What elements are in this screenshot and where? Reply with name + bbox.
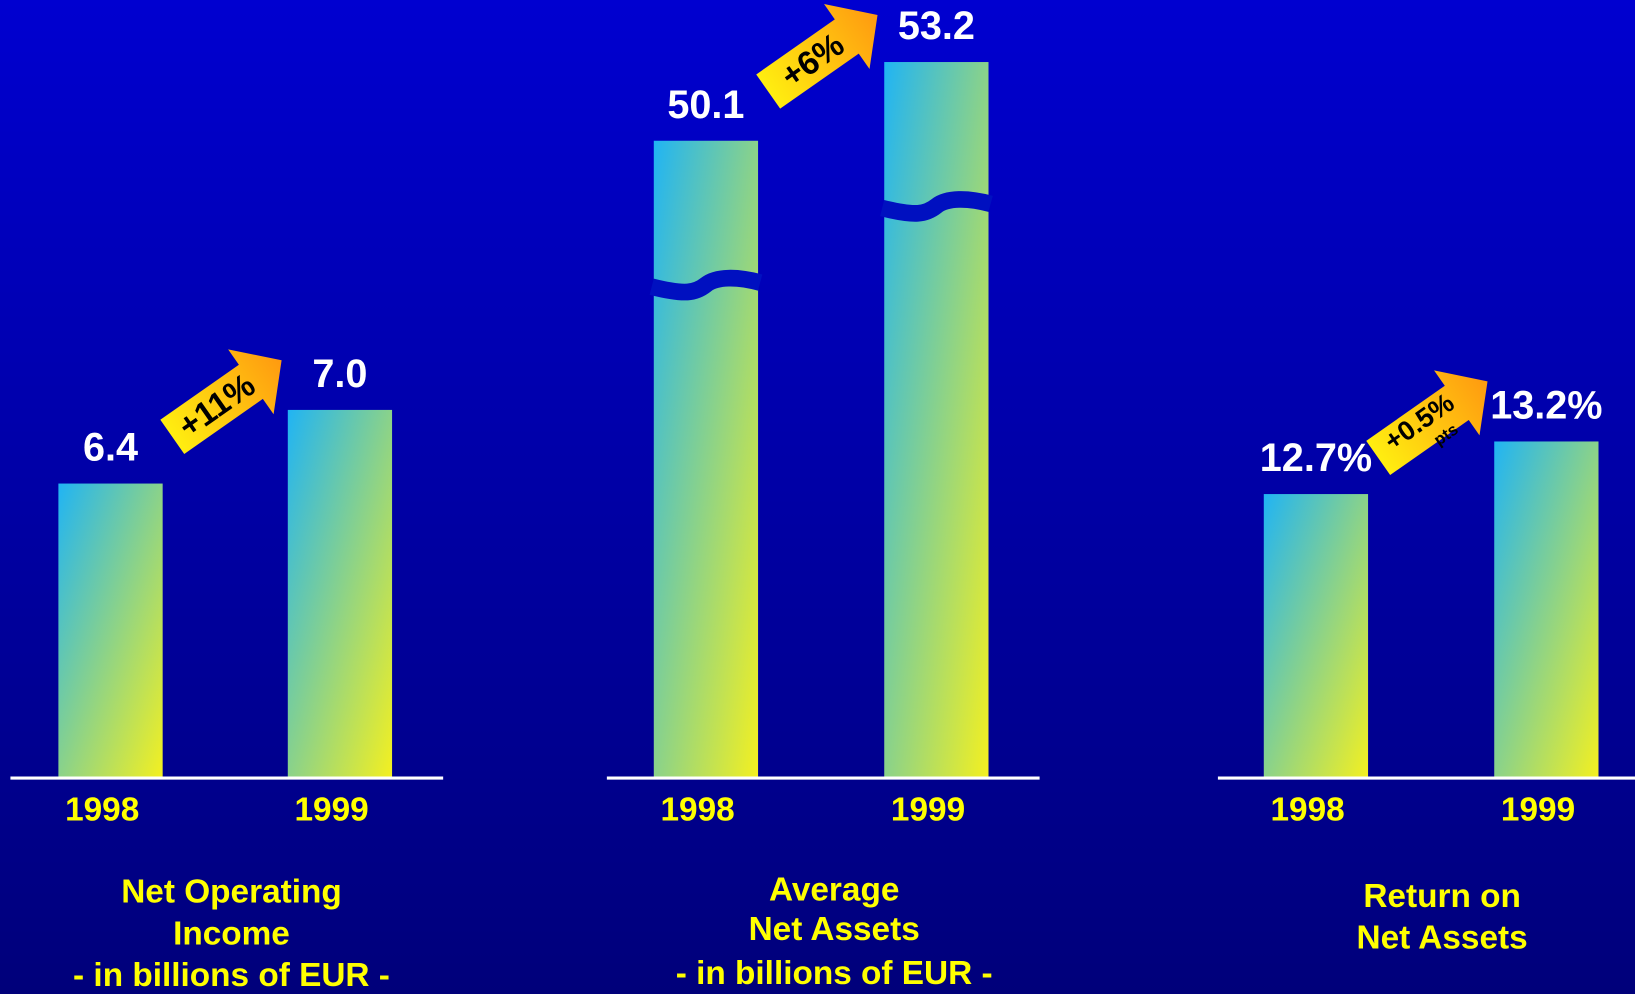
chart-subtitle: - in billions of EUR - (73, 957, 390, 994)
arrow-shape (1366, 370, 1488, 476)
chart-title: Average (769, 872, 899, 909)
x-tick-label: 1999 (1501, 791, 1575, 828)
axis-break (880, 191, 993, 222)
value-label: 50.1 (667, 83, 744, 127)
x-tick-label: 1999 (294, 791, 368, 828)
value-label: 6.4 (83, 426, 138, 470)
chart-title: Net Assets (1357, 920, 1528, 957)
chart-title: Net Operating (121, 874, 342, 911)
value-label: 12.7% (1260, 436, 1372, 480)
x-tick-label: 1998 (65, 791, 139, 828)
value-label: 53.2 (898, 4, 975, 48)
arrow-shape (160, 349, 282, 454)
x-tick-label: 1999 (891, 791, 965, 828)
axis-break (649, 269, 763, 301)
arrow-shape (756, 4, 878, 109)
bar (884, 62, 989, 779)
bar (1494, 441, 1599, 779)
chart-title: Income (173, 915, 290, 952)
chart-subtitle: - in billions of EUR - (676, 955, 993, 992)
value-label: 7.0 (312, 352, 367, 396)
bar (653, 140, 759, 779)
bar (287, 409, 393, 779)
x-tick-label: 1998 (1270, 791, 1344, 828)
bar (58, 483, 163, 779)
x-tick-label: 1998 (660, 791, 734, 828)
bar (1263, 494, 1369, 779)
chart-title: Return on (1363, 878, 1520, 915)
chart-title: Net Assets (749, 911, 920, 948)
change-arrow: +0.5%pts (1366, 370, 1488, 476)
value-label: 13.2% (1490, 384, 1602, 428)
